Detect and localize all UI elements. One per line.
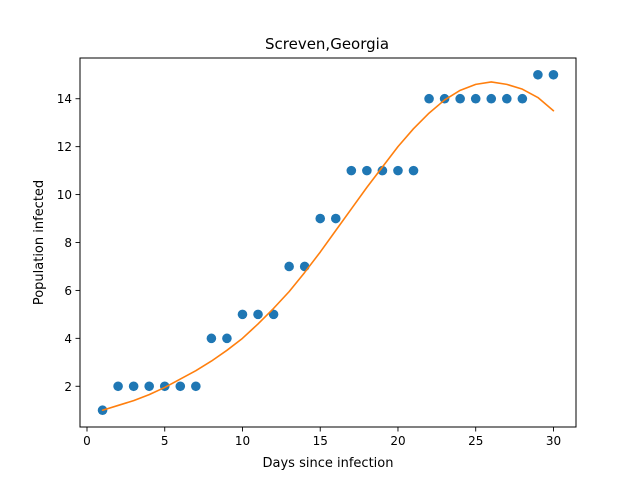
- data-point: [517, 93, 528, 104]
- data-point: [206, 333, 217, 344]
- data-point: [175, 381, 186, 392]
- x-tick-label: 0: [83, 434, 91, 448]
- x-axis-label: Days since infection: [263, 456, 394, 471]
- data-point: [455, 93, 465, 104]
- x-tick-label: 25: [468, 434, 483, 448]
- data-point: [424, 93, 434, 104]
- data-point: [253, 309, 263, 320]
- x-tick-label: 30: [546, 434, 561, 448]
- data-point: [315, 213, 326, 224]
- y-tick-label: 12: [57, 140, 72, 154]
- data-point: [548, 69, 559, 80]
- y-tick-label: 8: [64, 236, 72, 250]
- fit-line: [101, 81, 555, 412]
- data-point: [470, 93, 481, 104]
- data-point: [113, 381, 123, 392]
- data-point: [330, 213, 341, 224]
- data-point: [393, 165, 403, 176]
- data-point: [284, 261, 294, 272]
- x-tick-label: 15: [313, 434, 328, 448]
- x-tick-label: 5: [161, 434, 169, 448]
- data-point: [144, 381, 154, 392]
- data-point: [533, 69, 543, 80]
- x-tick-label: 20: [390, 434, 405, 448]
- y-axis-label: Population infected: [32, 180, 47, 305]
- y-tick-label: 14: [57, 92, 72, 106]
- y-tick-label: 2: [64, 380, 72, 394]
- data-point: [191, 381, 201, 392]
- data-point: [222, 333, 232, 344]
- data-point: [377, 165, 388, 176]
- x-tick-label: 10: [235, 434, 250, 448]
- y-tick-label: 10: [57, 188, 72, 202]
- y-tick-label: 4: [64, 332, 72, 346]
- data-point: [346, 165, 357, 176]
- axes: 0 5 10 15 20 25 30 2 4 6 8 10 12 14: [57, 92, 561, 448]
- data-point: [268, 309, 279, 320]
- data-point: [299, 261, 310, 272]
- plot-area: [97, 69, 559, 416]
- data-point: [362, 165, 372, 176]
- data-point: [408, 165, 419, 176]
- data-point: [237, 309, 248, 320]
- chart-title: Screven,Georgia: [265, 35, 389, 53]
- y-tick-label: 6: [64, 284, 72, 298]
- data-point: [486, 93, 497, 104]
- data-point: [502, 93, 512, 104]
- data-point: [128, 381, 139, 392]
